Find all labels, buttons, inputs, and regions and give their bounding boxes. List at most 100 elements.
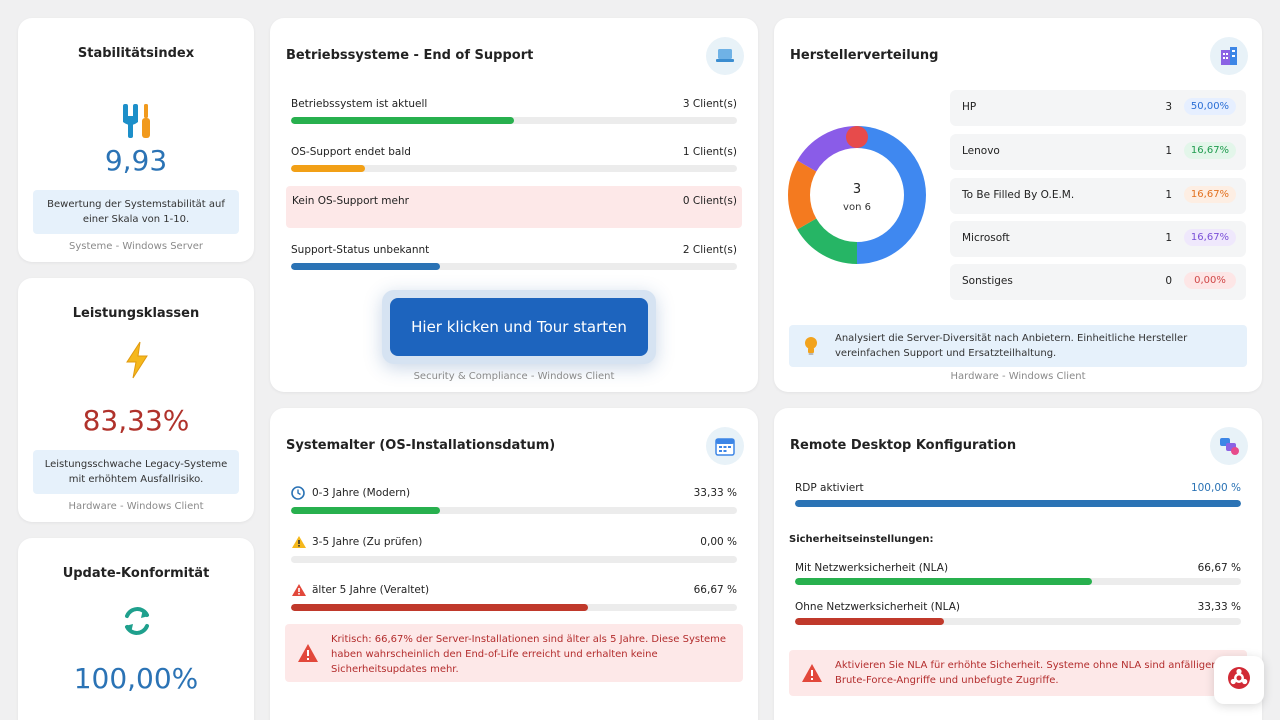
alert-icon — [291, 582, 307, 601]
os-row-value: 0 Client(s) — [682, 195, 737, 207]
manufacturer-name: To Be Filled By O.E.M. — [962, 189, 1075, 201]
age-row-modern: 0-3 Jahre (Modern) 33,33 % — [286, 482, 742, 518]
rdp-title: Remote Desktop Konfiguration — [790, 438, 1017, 453]
age-row-label: 0-3 Jahre (Modern) — [312, 487, 411, 499]
age-row-value: 66,67 % — [693, 584, 737, 596]
os-row-fill — [291, 263, 440, 270]
performance-title: Leistungsklassen — [72, 306, 200, 321]
performance-value: 83,33% — [82, 404, 190, 437]
donut-value: 3 — [853, 182, 861, 197]
os-row-label: Support-Status unbekannt — [291, 244, 430, 256]
os-row-track — [291, 263, 737, 270]
manufacturer-name: HP — [962, 101, 977, 113]
os-support-title: Betriebssysteme - End of Support — [286, 48, 534, 63]
stability-footer: Systeme - Windows Server — [68, 241, 204, 252]
rdp-row-value: 66,67 % — [1197, 562, 1241, 574]
age-row-label: 3-5 Jahre (Zu prüfen) — [312, 536, 423, 548]
manufacturer-count: 1 — [1165, 232, 1172, 244]
manufacturers-info-text: Analysiert die Server-Diversität nach An… — [835, 333, 1188, 359]
stability-description: Bewertung der Systemstabilität auf einer… — [33, 190, 239, 234]
stability-value: 9,93 — [104, 144, 168, 177]
rdp-enabled-fill — [795, 500, 1241, 507]
age-row-track — [291, 507, 737, 514]
manufacturer-row: Microsoft 1 16,67% — [950, 221, 1246, 257]
manufacturer-count: 3 — [1165, 101, 1172, 113]
manufacturer-name: Lenovo — [962, 145, 1000, 157]
performance-card: Leistungsklassen 83,33% Leistungsschwach… — [18, 278, 254, 522]
age-row-track — [291, 556, 737, 563]
manufacturer-percent-badge: 50,00% — [1184, 98, 1236, 115]
os-row-no-support: Kein OS-Support mehr 0 Client(s) — [286, 186, 742, 228]
age-row-fill — [291, 604, 589, 611]
system-age-alert-text: Kritisch: 66,67% der Server-Installation… — [331, 634, 727, 675]
rdp-row-track — [795, 618, 1241, 625]
update-card: Update-Konformität 100,00% — [18, 538, 254, 720]
remote-desktop-icon — [1210, 427, 1248, 465]
manufacturer-donut-chart: 3 von 6 — [788, 125, 926, 264]
donut-marker — [846, 126, 868, 148]
rdp-row-track — [795, 578, 1241, 585]
update-value: 100,00% — [73, 662, 199, 695]
support-fab[interactable] — [1214, 656, 1264, 704]
warning-icon — [291, 534, 307, 553]
age-row-fill — [291, 507, 440, 514]
alert-icon — [801, 663, 823, 687]
manufacturer-row: Sonstiges 0 0,00% — [950, 264, 1246, 300]
donut-subtext: von 6 — [843, 202, 871, 213]
manufacturer-name: Microsoft — [962, 232, 1010, 244]
age-row-value: 33,33 % — [693, 487, 737, 499]
rdp-card: Remote Desktop Konfiguration RDP aktivie… — [774, 408, 1262, 720]
clock-icon — [291, 485, 305, 504]
update-title: Update-Konformität — [62, 566, 210, 581]
os-support-footer: Security & Compliance - Windows Client — [413, 371, 615, 382]
rdp-alert: Aktivieren Sie NLA für erhöhte Sicherhei… — [789, 650, 1247, 696]
manufacturer-name: Sonstiges — [962, 275, 1013, 287]
rdp-alert-text: Aktivieren Sie NLA für erhöhte Sicherhei… — [835, 660, 1233, 686]
wrench-screwdriver-icon — [118, 102, 154, 140]
rdp-row-label: Mit Netzwerksicherheit (NLA) — [795, 562, 949, 574]
manufacturer-percent-badge: 16,67% — [1184, 186, 1236, 203]
lightbulb-icon — [803, 336, 819, 360]
rdp-enabled-row: RDP aktiviert 100,00 % — [790, 480, 1246, 516]
manufacturer-row: Lenovo 1 16,67% — [950, 134, 1246, 170]
manufacturer-count: 1 — [1165, 145, 1172, 157]
system-age-title: Systemalter (OS-Installationsdatum) — [286, 438, 556, 453]
os-row-unknown: Support-Status unbekannt 2 Client(s) — [286, 238, 742, 274]
manufacturer-count: 0 — [1165, 275, 1172, 287]
calendar-icon — [706, 427, 744, 465]
building-icon — [1210, 37, 1248, 75]
os-support-card: Betriebssysteme - End of Support Betrieb… — [270, 18, 758, 392]
laptop-icon — [706, 37, 744, 75]
alert-icon — [297, 643, 319, 667]
manufacturer-row: HP 3 50,00% — [950, 90, 1246, 126]
age-row-review: 3-5 Jahre (Zu prüfen) 0,00 % — [286, 531, 742, 567]
os-row-ending-soon: OS-Support endet bald 1 Client(s) — [286, 140, 742, 176]
os-row-value: 3 Client(s) — [682, 98, 737, 110]
rdp-row-nla: Mit Netzwerksicherheit (NLA) 66,67 % — [790, 560, 1246, 596]
stability-card: Stabilitätsindex 9,93 Bewertung der Syst… — [18, 18, 254, 262]
os-row-fill — [291, 117, 514, 124]
start-tour-button[interactable]: Hier klicken und Tour starten — [390, 298, 648, 356]
os-row-label: Kein OS-Support mehr — [292, 195, 409, 207]
os-row-value: 1 Client(s) — [682, 146, 737, 158]
os-row-value: 2 Client(s) — [682, 244, 737, 256]
rdp-row-fill — [795, 578, 1093, 585]
performance-description: Leistungsschwache Legacy-Systeme mit erh… — [33, 450, 239, 494]
os-row-current: Betriebssystem ist aktuell 3 Client(s) — [286, 92, 742, 128]
manufacturers-info-box: Analysiert die Server-Diversität nach An… — [789, 325, 1247, 367]
rdp-row-fill — [795, 618, 944, 625]
donut-segment-to-be-filled-by-o-e-m- — [788, 160, 817, 230]
manufacturers-footer: Hardware - Windows Client — [950, 371, 1086, 382]
age-row-value: 0,00 % — [700, 536, 737, 548]
system-age-card: Systemalter (OS-Installationsdatum) 0-3 … — [270, 408, 758, 720]
lifebuoy-icon — [1226, 665, 1252, 695]
os-row-track — [291, 165, 737, 172]
age-row-track — [291, 604, 737, 611]
manufacturers-card: Herstellerverteilung 3 von 6 HP 3 50,00%… — [774, 18, 1262, 392]
performance-footer: Hardware - Windows Client — [68, 501, 204, 512]
os-row-label: Betriebssystem ist aktuell — [291, 98, 428, 110]
manufacturers-title: Herstellerverteilung — [790, 48, 939, 63]
rdp-section-label: Sicherheitseinstellungen: — [789, 534, 934, 545]
manufacturer-count: 1 — [1165, 189, 1172, 201]
os-row-label: OS-Support endet bald — [291, 146, 411, 158]
